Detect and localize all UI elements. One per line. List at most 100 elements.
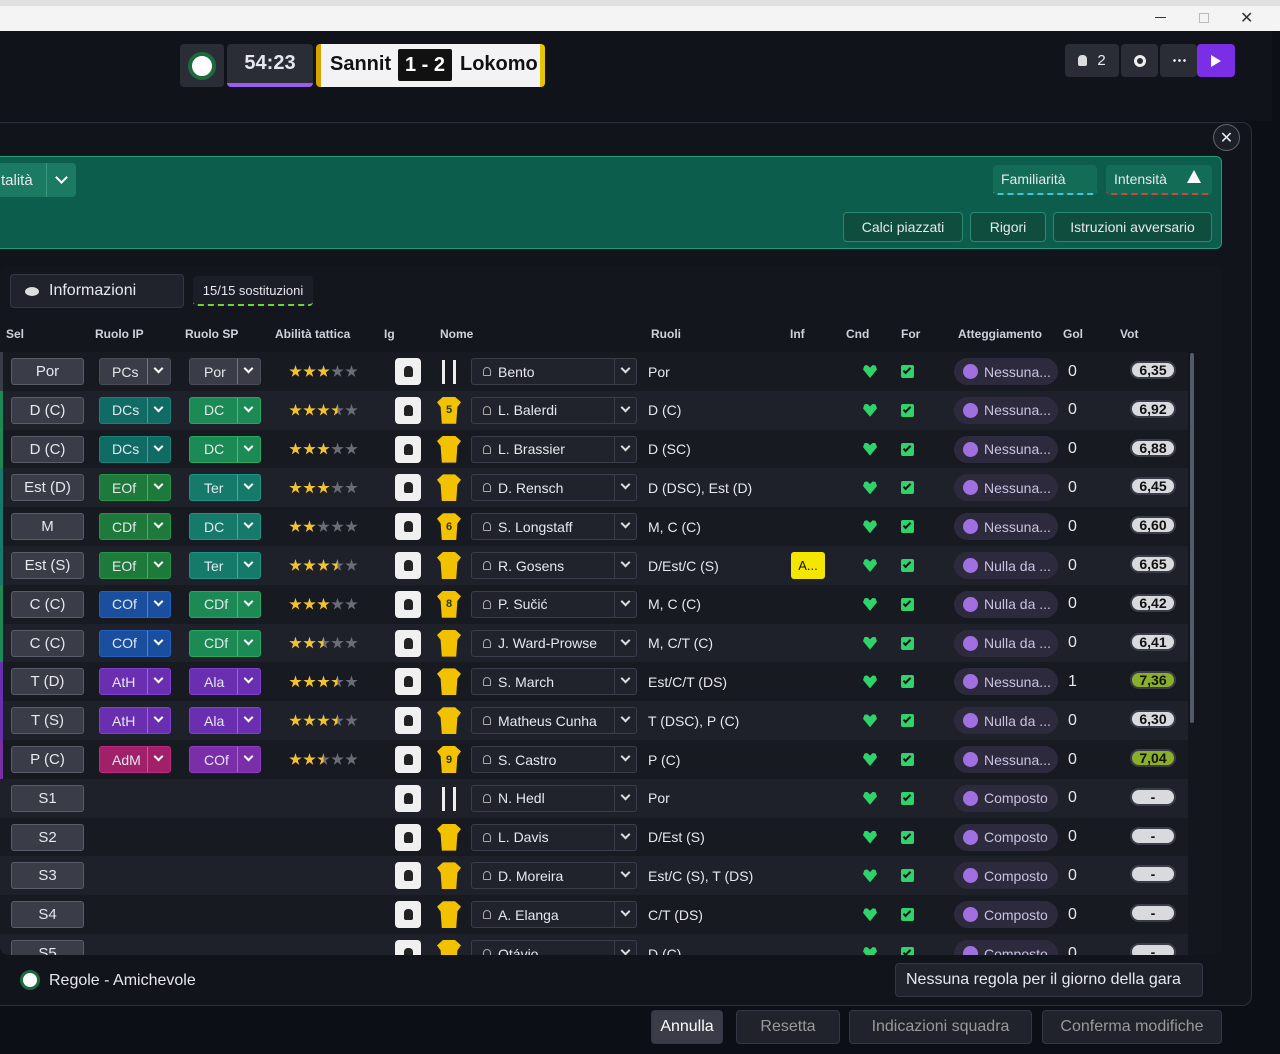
player-info-icon[interactable] — [395, 396, 421, 424]
position-box[interactable]: T (D) — [11, 668, 84, 696]
player-info-icon[interactable] — [395, 940, 421, 955]
more-button[interactable] — [1160, 44, 1197, 77]
player-info-icon[interactable] — [395, 862, 421, 890]
attitude[interactable]: Nessuna... — [954, 746, 1058, 773]
footer-button[interactable]: Annulla — [651, 1010, 723, 1044]
player-info-icon[interactable] — [395, 901, 421, 929]
role-ip[interactable]: AdM — [99, 746, 171, 773]
player-row[interactable]: C (C) COf CDf 8 P. Sučić M, C (C) Nulla da ...… — [0, 584, 1188, 624]
player-row[interactable]: S4 A. Elanga C/T (DS) Composto 0 - — [0, 895, 1188, 935]
close-window[interactable]: ✕ — [1240, 10, 1254, 27]
name-dropdown[interactable]: N. Hedl — [471, 784, 637, 812]
role-sp[interactable]: Ter — [189, 474, 261, 502]
name-dropdown[interactable]: S. March — [471, 668, 637, 696]
role-ip[interactable]: DCs — [99, 396, 171, 424]
role-ip[interactable]: EOf — [99, 474, 171, 502]
role-ip[interactable]: PCs — [99, 358, 171, 385]
role-sp[interactable]: Ala — [189, 668, 261, 696]
name-dropdown[interactable]: P. Sučić — [471, 590, 637, 618]
name-dropdown[interactable]: D. Moreira — [471, 862, 637, 890]
position-box[interactable]: S2 — [11, 823, 84, 851]
attitude[interactable]: Nessuna... — [954, 396, 1058, 424]
player-info-icon[interactable] — [395, 823, 421, 851]
role-ip[interactable]: CDf — [99, 513, 171, 541]
position-box[interactable]: S3 — [11, 862, 84, 890]
role-ip[interactable]: COf — [99, 629, 171, 657]
play-button[interactable] — [1197, 44, 1235, 77]
attitude[interactable]: Nessuna... — [954, 358, 1058, 385]
scrollbar[interactable] — [1190, 353, 1194, 723]
name-dropdown[interactable]: D. Rensch — [471, 474, 637, 502]
role-sp[interactable]: CDf — [189, 629, 261, 657]
player-row[interactable]: S1 N. Hedl Por Composto 0 - — [0, 778, 1188, 818]
player-info-icon[interactable] — [395, 784, 421, 812]
attitude[interactable]: Nessuna... — [954, 668, 1058, 696]
player-row[interactable]: Por PCs Por Bento Por Nessuna... 0 6,35 — [0, 352, 1188, 391]
attitude[interactable]: Nessuna... — [954, 474, 1058, 502]
maximize[interactable] — [1199, 13, 1209, 23]
name-dropdown[interactable]: J. Ward-Prowse — [471, 629, 637, 657]
name-dropdown[interactable]: L. Brassier — [471, 435, 637, 463]
player-row[interactable]: C (C) COf CDf J. Ward-Prowse M, C/T (C) Nulla… — [0, 623, 1188, 663]
info-badge[interactable]: A... — [791, 552, 825, 579]
player-row[interactable]: T (S) AtH Ala Matheus Cunha T (DSC), P (C) Nu… — [0, 701, 1188, 741]
player-row[interactable]: S2 L. Davis D/Est (S) Composto 0 - — [0, 817, 1188, 857]
player-row[interactable]: D (C) DCs DC 5 L. Balerdi D (C) Nessuna... 0 6,9… — [0, 390, 1188, 430]
players-button[interactable]: 2 — [1065, 44, 1119, 77]
attitude[interactable]: Nulla da ... — [954, 590, 1058, 618]
attitude[interactable]: Nulla da ... — [954, 552, 1058, 579]
player-info-icon[interactable] — [395, 707, 421, 735]
role-ip[interactable]: AtH — [99, 668, 171, 696]
position-box[interactable]: S5 — [11, 940, 84, 955]
player-info-icon[interactable] — [395, 474, 421, 502]
role-sp[interactable]: COf — [189, 746, 261, 773]
role-ip[interactable]: COf — [99, 590, 171, 618]
player-info-icon[interactable] — [395, 358, 421, 385]
role-sp[interactable]: DC — [189, 396, 261, 424]
player-row[interactable]: S5 Otávio D (C) Composto 0 - — [0, 934, 1188, 955]
player-info-icon[interactable] — [395, 746, 421, 773]
position-box[interactable]: D (C) — [11, 435, 84, 463]
role-ip[interactable]: AtH — [99, 707, 171, 735]
close-panel[interactable]: ✕ — [1213, 124, 1240, 151]
position-box[interactable]: C (C) — [11, 629, 84, 657]
player-info-icon[interactable] — [395, 590, 421, 618]
name-dropdown[interactable]: Matheus Cunha — [471, 707, 637, 735]
role-sp[interactable]: DC — [189, 513, 261, 541]
attitude[interactable]: Composto — [954, 784, 1058, 812]
rules-day-button[interactable]: Nessuna regola per il giorno della gara — [895, 963, 1203, 997]
familiarity[interactable]: Familiarità — [993, 165, 1097, 195]
position-box[interactable]: T (S) — [11, 707, 84, 735]
name-dropdown[interactable]: R. Gosens — [471, 552, 637, 579]
player-info-icon[interactable] — [395, 668, 421, 696]
position-box[interactable]: C (C) — [11, 590, 84, 618]
tactics-button[interactable]: Rigori — [970, 212, 1046, 242]
role-sp[interactable]: CDf — [189, 590, 261, 618]
player-info-icon[interactable] — [395, 435, 421, 463]
role-sp[interactable]: Por — [189, 358, 261, 385]
name-dropdown[interactable]: A. Elanga — [471, 901, 637, 929]
player-info-icon[interactable] — [395, 629, 421, 657]
attitude[interactable]: Composto — [954, 901, 1058, 929]
attitude[interactable]: Nessuna... — [954, 513, 1058, 541]
name-dropdown[interactable]: L. Balerdi — [471, 396, 637, 424]
player-info-icon[interactable] — [395, 513, 421, 541]
player-row[interactable]: M CDf DC 6 S. Longstaff M, C (C) Nessuna... 0 6,… — [0, 507, 1188, 547]
attitude[interactable]: Nulla da ... — [954, 629, 1058, 657]
position-box[interactable]: S1 — [11, 784, 84, 812]
footer-button[interactable]: Resetta — [736, 1010, 840, 1044]
position-box[interactable]: Por — [11, 358, 84, 385]
position-box[interactable]: Est (D) — [11, 474, 84, 502]
settings-button[interactable] — [1121, 44, 1158, 77]
role-sp[interactable]: DC — [189, 435, 261, 463]
footer-button[interactable]: Conferma modifiche — [1042, 1010, 1222, 1044]
player-row[interactable]: P (C) AdM COf 9 S. Castro P (C) Nessuna... 0 7,0… — [0, 740, 1188, 779]
player-row[interactable]: S3 D. Moreira Est/C (S), T (DS) Composto 0 - — [0, 856, 1188, 896]
role-sp[interactable]: Ala — [189, 707, 261, 735]
player-row[interactable]: T (D) AtH Ala S. March Est/C/T (DS) Nessuna..… — [0, 662, 1188, 702]
position-box[interactable]: Est (S) — [11, 552, 84, 579]
minimize[interactable] — [1155, 17, 1166, 18]
attitude[interactable]: Nulla da ... — [954, 707, 1058, 735]
role-ip[interactable]: DCs — [99, 435, 171, 463]
attitude[interactable]: Nessuna... — [954, 435, 1058, 463]
